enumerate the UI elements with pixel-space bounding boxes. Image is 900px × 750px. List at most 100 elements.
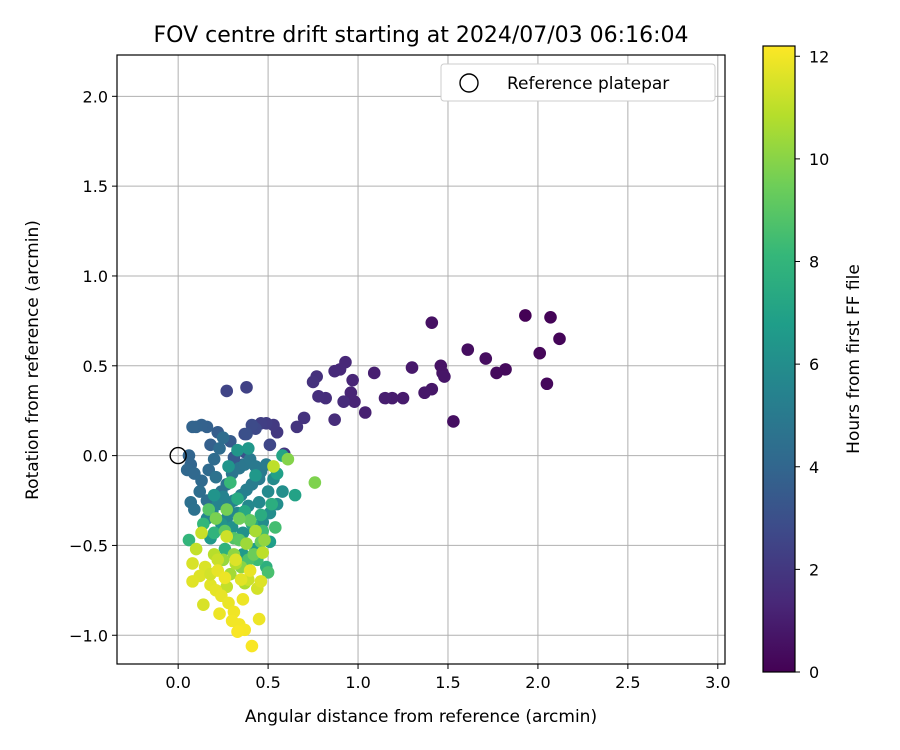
data-point: [252, 496, 266, 509]
data-point: [224, 476, 237, 489]
x-axis-label: Angular distance from reference (arcmin): [245, 707, 597, 727]
data-point: [195, 526, 208, 540]
x-tick-label: 2.0: [525, 673, 550, 692]
data-point: [367, 366, 381, 380]
data-point: [540, 377, 554, 391]
y-axis: −1.0 −0.5 0.0 0.5 1.0 1.5 2.0: [69, 87, 117, 645]
data-point: [258, 533, 271, 547]
y-tick-label: 2.0: [83, 87, 108, 106]
data-point: [234, 573, 248, 586]
colorbar-tick-label: 2: [809, 560, 819, 579]
data-point: [288, 488, 302, 502]
data-point: [220, 503, 234, 516]
data-point: [263, 438, 277, 452]
data-point: [225, 614, 239, 628]
colorbar-tick-label: 4: [809, 458, 819, 477]
plot-frame: [116, 54, 726, 665]
y-tick-label: 1.0: [83, 267, 108, 286]
data-point: [249, 524, 262, 538]
data-point: [337, 395, 350, 409]
x-tick-label: 3.0: [705, 673, 730, 692]
data-point: [306, 375, 320, 389]
x-tick-label: 2.5: [615, 673, 640, 692]
data-point: [418, 386, 431, 400]
data-point: [193, 485, 207, 498]
y-tick-label: −0.5: [69, 536, 108, 555]
data-point: [209, 512, 223, 525]
colorbar-ticks: 0 2 4 6 8 10 12: [795, 47, 829, 682]
x-tick-label: 1.5: [435, 673, 460, 692]
data-point: [254, 575, 268, 588]
data-point: [261, 566, 275, 579]
data-point: [268, 521, 282, 534]
data-point: [249, 469, 262, 482]
x-tick-label: 1.0: [345, 673, 370, 692]
data-point: [243, 564, 257, 577]
data-point: [254, 508, 268, 522]
data-point: [378, 391, 392, 405]
data-point: [267, 460, 280, 473]
x-tick-label: 0.0: [165, 673, 190, 692]
data-point: [188, 503, 201, 516]
data-point: [519, 309, 532, 322]
data-point: [186, 557, 199, 570]
data-point: [197, 598, 210, 612]
chart-title: FOV centre drift starting at 2024/07/03 …: [154, 23, 689, 48]
data-point: [461, 343, 475, 356]
colorbar-tick-label: 8: [809, 253, 819, 272]
data-point: [195, 474, 208, 488]
data-point: [256, 546, 270, 559]
data-point: [252, 612, 266, 626]
data-point: [328, 413, 341, 426]
data-point: [222, 460, 235, 473]
data-point: [308, 476, 322, 489]
y-tick-label: 0.5: [83, 357, 108, 376]
data-point: [229, 553, 243, 567]
y-axis-label: Rotation from reference (arcmin): [23, 220, 43, 500]
colorbar-label: Hours from first FF file: [844, 264, 864, 454]
colorbar-gradient: [762, 45, 796, 673]
data-point: [447, 415, 460, 428]
data-point: [240, 381, 253, 394]
data-point: [479, 352, 493, 365]
data-point: [220, 384, 234, 398]
data-point: [213, 442, 226, 455]
data-point: [207, 488, 221, 502]
data-point: [297, 411, 311, 425]
data-point: [290, 420, 304, 434]
data-point: [358, 406, 372, 419]
data-point: [240, 427, 253, 441]
data-point: [490, 366, 503, 380]
data-point: [553, 332, 566, 346]
data-point: [243, 513, 257, 527]
data-point: [216, 431, 230, 444]
data-point: [211, 553, 225, 567]
reference-marker: [169, 446, 187, 465]
colorbar-tick-label: 0: [809, 663, 819, 682]
data-point: [328, 364, 341, 378]
data-point: [186, 420, 199, 434]
data-point: [245, 639, 259, 653]
data-point: [312, 390, 325, 403]
data-point: [207, 526, 221, 540]
data-point: [346, 373, 359, 387]
data-point: [182, 533, 196, 547]
data-point: [186, 575, 199, 588]
data-point: [220, 530, 234, 543]
legend-box: [440, 63, 716, 102]
x-tick-label: 0.5: [255, 673, 280, 692]
y-tick-label: 0.0: [83, 447, 108, 466]
data-point: [265, 497, 278, 511]
legend-marker: [459, 73, 479, 93]
data-point: [207, 452, 221, 466]
data-point: [544, 310, 557, 324]
y-tick-label: −1.0: [69, 626, 108, 645]
data-point: [240, 537, 253, 550]
data-point: [405, 361, 419, 374]
data-point: [236, 593, 250, 606]
data-points: [180, 309, 566, 653]
colorbar-tick-label: 6: [809, 355, 819, 374]
legend: Reference platepar: [440, 63, 716, 102]
data-point: [231, 492, 244, 506]
